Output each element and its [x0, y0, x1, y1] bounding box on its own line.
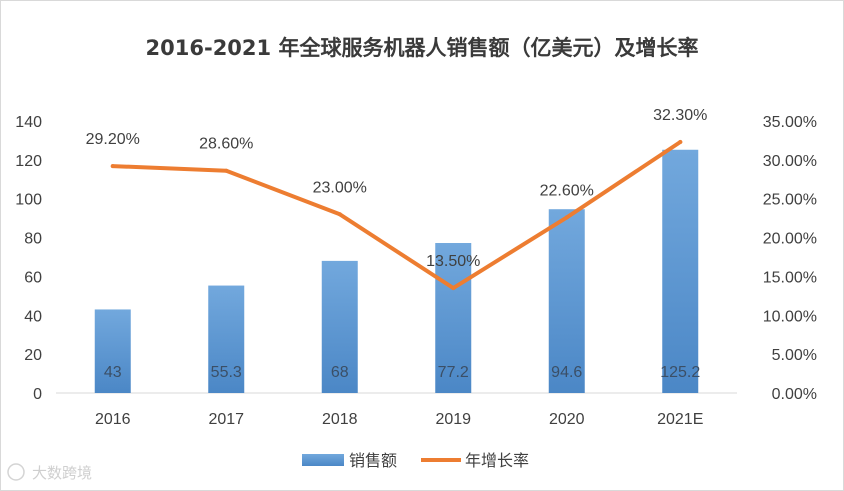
bar-value-label: 43 [104, 364, 122, 381]
growth-point [451, 286, 456, 291]
x-tick-label: 2017 [208, 411, 244, 428]
y-left-tick-label: 120 [15, 153, 42, 170]
growth-point [678, 139, 683, 144]
watermark-logo-icon [7, 463, 25, 481]
y-right-tick-label: 30.00% [763, 153, 817, 170]
bar [94, 309, 131, 393]
bar [321, 260, 358, 393]
y-right-tick-label: 10.00% [763, 308, 817, 325]
bar [435, 243, 472, 393]
y-left-tick-label: 20 [24, 347, 42, 364]
y-right-tick-label: 35.00% [763, 114, 817, 131]
legend: 销售额 年增长率 [302, 451, 529, 470]
watermark-text: 大数跨境 [32, 464, 92, 482]
legend-label-growth: 年增长率 [465, 451, 529, 470]
bar-value-label: 77.2 [438, 364, 469, 381]
bar [208, 285, 245, 393]
y-right-tick-label: 15.00% [763, 269, 817, 286]
x-tick-label: 2019 [435, 411, 471, 428]
legend-label-sales: 销售额 [349, 451, 397, 470]
y-left-tick-label: 40 [24, 308, 42, 325]
growth-line [110, 140, 683, 291]
growth-value-label: 29.20% [86, 131, 140, 148]
y-left-tick-label: 140 [15, 114, 42, 131]
x-tick-label: 2018 [322, 411, 358, 428]
legend-bar-swatch [302, 454, 344, 466]
watermark: 大数跨境 [7, 463, 92, 482]
y-right-tick-label: 25.00% [763, 192, 817, 209]
bar-value-label: 94.6 [551, 364, 582, 381]
y-right-tick-label: 5.00% [772, 347, 817, 364]
chart-title: 2016-2021 年全球服务机器人销售额（亿美元）及增长率 [146, 36, 699, 60]
bar [548, 209, 585, 393]
growth-value-label: 22.60% [540, 182, 594, 199]
y-left-tick-label: 0 [33, 386, 42, 403]
growth-point [224, 168, 229, 173]
y-left-tick-label: 60 [24, 269, 42, 286]
growth-value-label: 28.60% [199, 136, 253, 153]
growth-point [110, 164, 115, 169]
plot-area: 0 20 40 60 80 100 120 140 0.00% 5.00% 10.00% 15.00%… [15, 107, 817, 428]
growth-point [564, 215, 569, 220]
bar [662, 149, 699, 393]
y-left-tick-label: 80 [24, 231, 42, 248]
y-right-tick-label: 0.00% [772, 386, 817, 403]
x-tick-label: 2016 [95, 411, 131, 428]
growth-value-label: 13.50% [426, 253, 480, 270]
y-right-tick-label: 20.00% [763, 231, 817, 248]
bar-value-label: 125.2 [660, 364, 700, 381]
growth-point [337, 212, 342, 217]
x-tick-label: 2021E [657, 411, 703, 428]
bar-value-label: 55.3 [211, 364, 242, 381]
y-left-tick-label: 100 [15, 192, 42, 209]
growth-value-label: 32.30% [653, 107, 707, 124]
x-tick-label: 2020 [549, 411, 585, 428]
growth-value-label: 23.00% [313, 179, 367, 196]
bar-value-label: 68 [331, 364, 349, 381]
